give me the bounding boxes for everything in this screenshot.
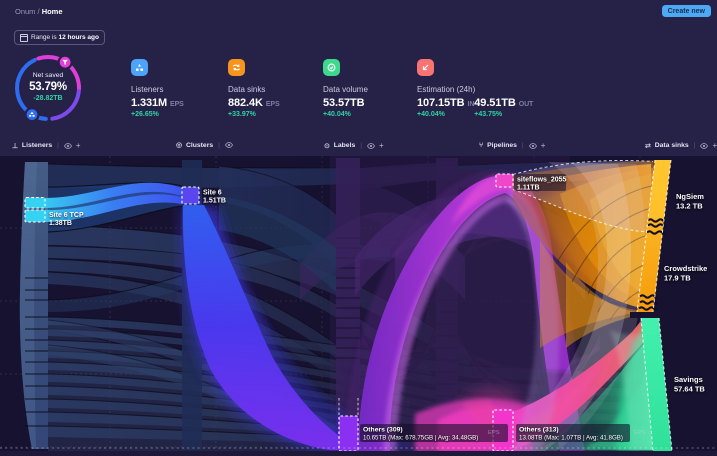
svg-text:13.2 TB: 13.2 TB <box>676 202 703 211</box>
svg-text:1.11TB: 1.11TB <box>517 185 540 192</box>
svg-text:1.38TB: 1.38TB <box>49 220 72 227</box>
svg-text:Savings: Savings <box>674 375 703 384</box>
svg-text:1.51TB: 1.51TB <box>203 198 226 205</box>
svg-text:NgSiem: NgSiem <box>676 192 704 201</box>
svg-text:Site 6: Site 6 <box>203 190 222 197</box>
svg-text:Others (309): Others (309) <box>363 427 403 434</box>
svg-text:EPS: EPS <box>634 430 646 436</box>
svg-text:10.65TB (Max: 678.75GB | Avg:: 10.65TB (Max: 678.75GB | Avg: 34.48GB) <box>363 435 478 442</box>
svg-text:EPS: EPS <box>488 430 500 436</box>
svg-text:13.08TB (Max: 1.07TB | Avg: 41: 13.08TB (Max: 1.07TB | Avg: 41.8GB) <box>519 435 623 442</box>
svg-text:Others (313): Others (313) <box>519 427 559 434</box>
svg-text:siteflows_2055: siteflows_2055 <box>517 177 567 184</box>
svg-text:57.64 TB: 57.64 TB <box>674 385 705 394</box>
svg-text:17.9 TB: 17.9 TB <box>664 274 691 283</box>
svg-text:Crowdstrike: Crowdstrike <box>664 264 707 273</box>
svg-text:Site 6 TCP: Site 6 TCP <box>49 212 84 219</box>
